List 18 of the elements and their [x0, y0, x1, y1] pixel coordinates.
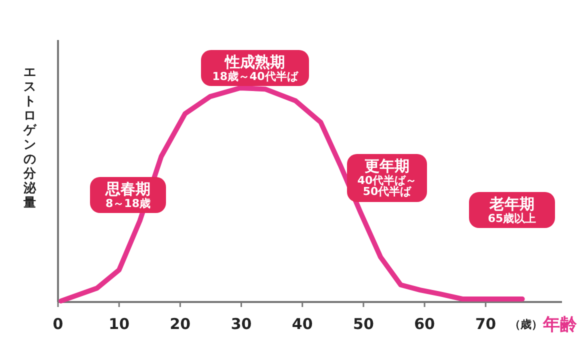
annotation: 更年期 40代半ば～ 50代半ば [357, 157, 417, 198]
annotation: 老年期 65歳以上 [488, 195, 536, 225]
x-tick-label: 50 [353, 315, 374, 333]
x-tick-label: 40 [292, 315, 313, 333]
annotation: 性成熟期 18歳～40代半ば [201, 50, 309, 86]
x-tick-label: 60 [414, 315, 435, 333]
x-tick-label: 20 [170, 315, 191, 333]
annotation: 思春期 8～18歳 [90, 177, 166, 213]
x-tick-label: 30 [230, 315, 252, 333]
annotation: 思春期 8～18歳 [104, 180, 150, 210]
x-tick-label: 70 [475, 315, 496, 333]
annotation: 老年期 65歳以上 [469, 192, 555, 228]
x-tick-label: 10 [108, 315, 130, 333]
x-tick-label: 0 [52, 315, 64, 333]
annotation: （歳） [510, 318, 542, 331]
text: エストロゲンの分泌量 [24, 64, 36, 210]
x-axis-title: 年齢 [542, 315, 578, 335]
annotation: 更年期 40代半ば～ 50代半ば [347, 154, 427, 202]
